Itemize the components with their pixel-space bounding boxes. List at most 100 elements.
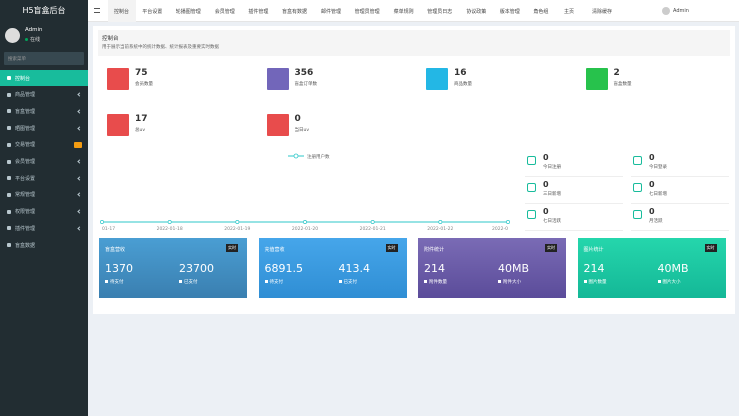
card-label-icon	[583, 280, 587, 283]
menu-badge	[74, 141, 82, 148]
card-label: 待支付	[110, 280, 124, 285]
stat-value: 17	[135, 114, 148, 124]
activity-label: 三日新增	[543, 192, 561, 197]
menu-item[interactable]: 平台设置	[0, 170, 88, 186]
x-tick-label: 2022-01-19	[224, 226, 250, 232]
menu-arrow	[77, 209, 82, 214]
card-badge: 实时	[385, 244, 398, 252]
x-tick-label: 2022-0	[492, 226, 508, 232]
card-badge: 实时	[545, 244, 557, 252]
menu-icon	[7, 226, 11, 231]
nav-label: 盲盒有数据	[282, 9, 308, 15]
menu-item[interactable]: 会员管理	[0, 154, 88, 170]
nav-item[interactable]: 平台设置	[136, 0, 170, 22]
nav-item[interactable]: 协议政策	[460, 0, 494, 22]
card-title: 图片统计	[583, 247, 604, 253]
card-label-icon	[424, 280, 427, 283]
card-title: 充值营收	[264, 247, 285, 253]
nav-right-item[interactable]: Admin	[662, 0, 702, 22]
nav-item[interactable]: 邮件管理	[315, 0, 349, 22]
data-point	[506, 220, 510, 224]
stat-card: 356 盲盒订单数	[266, 68, 417, 98]
stat-icon	[585, 68, 608, 90]
activity-item: 0 三日新增	[525, 180, 623, 204]
menu-arrow	[77, 109, 82, 114]
activity-label: 今日注册	[543, 165, 561, 170]
card-label-icon	[179, 280, 182, 283]
nav-item[interactable]: 控制台	[108, 0, 137, 22]
stat-label: 盲盒数量	[613, 82, 632, 87]
card-value: 1370	[105, 262, 133, 275]
menu-item[interactable]: 盲盒管理	[0, 103, 88, 119]
nav-item[interactable]: 角色组	[527, 0, 555, 22]
nav-label: 邮件管理	[321, 9, 342, 15]
nav-item[interactable]: 版本管理	[494, 0, 528, 22]
nav-item[interactable]: 轮播图管理	[170, 0, 209, 22]
stat-label: 盲盒订单数	[294, 82, 318, 87]
menu-label: 插件管理	[15, 225, 36, 232]
menu-arrow	[77, 92, 82, 97]
menu-item[interactable]: 常规管理	[0, 187, 88, 203]
stat-label: 会员数量	[135, 82, 153, 87]
card-label: 附件数量	[429, 280, 447, 285]
card-label: 图片大小	[662, 280, 681, 285]
activity-icon	[633, 210, 642, 219]
card-value: 214	[583, 262, 605, 275]
menu-item[interactable]: 商品管理	[0, 87, 88, 103]
menu-item[interactable]: 晒图管理	[0, 120, 88, 136]
menu-icon	[7, 142, 11, 147]
nav-item[interactable]: 管理员管理	[349, 0, 388, 22]
menu-label: 权限管理	[15, 209, 36, 216]
nav-item[interactable]: 菜单规则	[388, 0, 422, 22]
menu-label: 盲盒数据	[15, 242, 36, 249]
nav-right-item[interactable]: 主页	[564, 0, 604, 22]
menu-item[interactable]: 盲盒数据	[0, 237, 88, 253]
menu-item[interactable]: 控制台	[0, 70, 88, 86]
stat-card: 2 盲盒数量	[585, 68, 736, 98]
menu-arrow	[77, 176, 82, 181]
activity-value: 0	[543, 153, 549, 162]
nav-label: 插件管理	[248, 9, 269, 15]
stat-value: 75	[135, 68, 148, 78]
nav-label: 平台设置	[142, 9, 163, 15]
line-chart: 注册用户数 01-17 2022-01-18 2022-01-19 2022-01-20…	[100, 153, 510, 232]
stat-label: 当日uv	[294, 128, 310, 133]
menu-item[interactable]: 权限管理	[0, 204, 88, 220]
data-point	[303, 220, 307, 224]
nav-label: 版本管理	[499, 9, 520, 15]
menu-item[interactable]: 交易管理	[0, 137, 88, 153]
nav-item[interactable]: 管理员日志	[421, 0, 460, 22]
data-point	[167, 220, 172, 224]
nav-right-item[interactable]: 清除缓存	[592, 0, 632, 22]
page-header: 控制台 用于展示当前系统中的统计数据、统计报表及重要实时数据	[98, 30, 730, 56]
activity-item: 0 七日新增	[631, 180, 729, 204]
activity-value: 0	[649, 153, 655, 162]
activity-item: 0 七日活跃	[525, 207, 623, 231]
logo: H5盲盒后台	[0, 0, 88, 22]
card-title: 盲盒营收	[105, 247, 126, 253]
stat-icon	[266, 68, 289, 90]
menu-toggle	[94, 8, 100, 13]
nav-item[interactable]: 盲盒有数据	[276, 0, 315, 22]
menu-arrow	[77, 159, 82, 164]
stat-icon	[107, 68, 129, 90]
activity-icon	[633, 183, 642, 192]
stat-icon	[266, 114, 289, 136]
nav-item[interactable]: 插件管理	[242, 0, 276, 22]
nav-item[interactable]: 会员管理	[209, 0, 243, 22]
header-title: 控制台	[102, 36, 119, 42]
nav-label: 会员管理	[214, 9, 235, 15]
menu-label: 晒图管理	[15, 125, 36, 132]
x-tick-label: 2022-01-18	[157, 226, 183, 232]
activity-label: 七日活跃	[543, 219, 561, 224]
activity-icon	[527, 156, 536, 165]
data-point	[235, 220, 240, 224]
activity-label: 今日登录	[649, 165, 667, 170]
user-name: Admin	[25, 27, 43, 33]
menu-item[interactable]: 插件管理	[0, 220, 88, 236]
nav-right-label: Admin	[673, 8, 689, 14]
user-status: 在线	[30, 36, 41, 43]
menu-arrow	[77, 125, 82, 131]
stat-label: 总uv	[135, 128, 146, 133]
top-bar: 控制台 平台设置 轮播图管理 会员管理 插件管理 盲盒有数据 邮件管理 管理员管理 菜单规则 管理…	[88, 0, 739, 22]
